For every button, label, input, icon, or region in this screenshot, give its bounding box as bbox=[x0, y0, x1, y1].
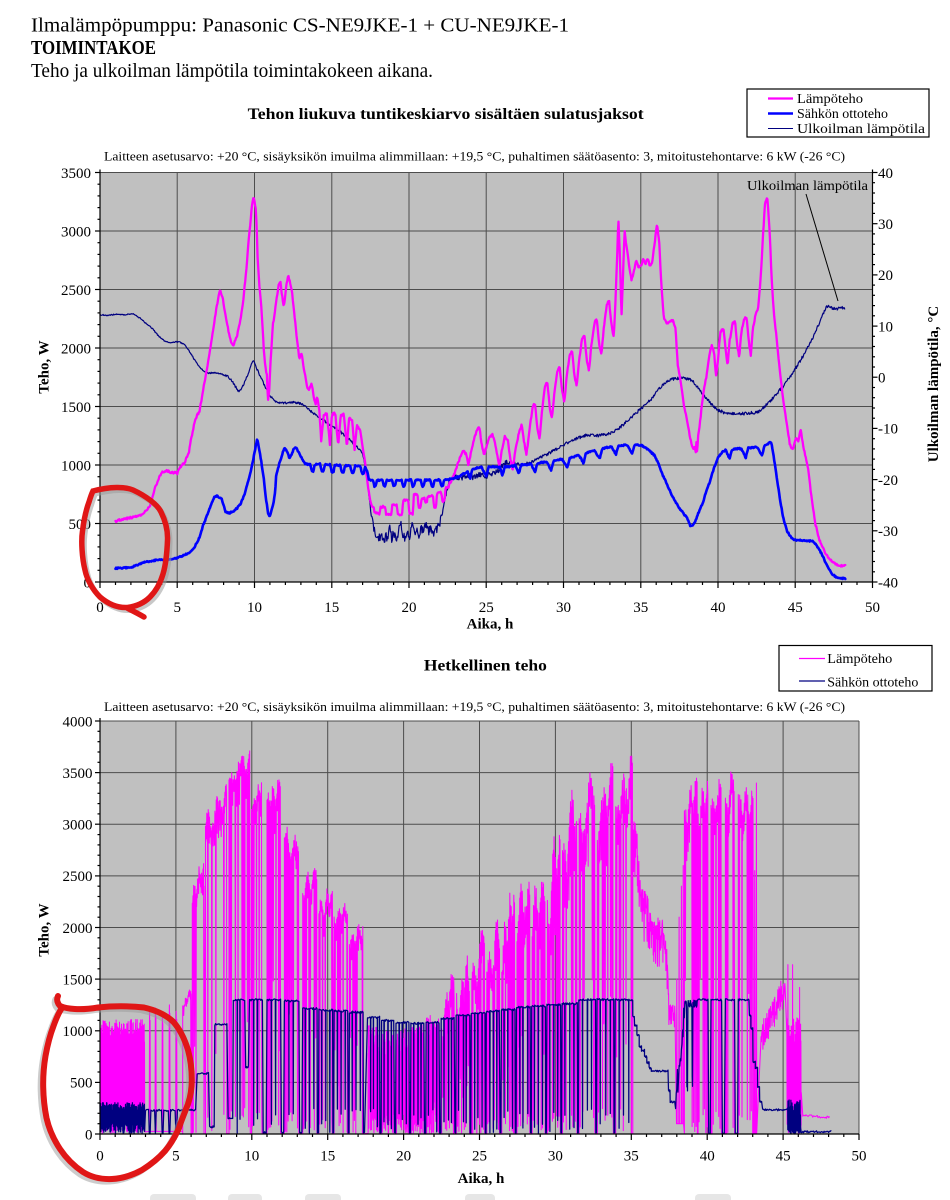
svg-text:Tehon liukuva tuntikeskiarvo s: Tehon liukuva tuntikeskiarvo sisältäen s… bbox=[248, 106, 645, 123]
svg-text:25: 25 bbox=[479, 600, 494, 616]
svg-text:35: 35 bbox=[633, 600, 648, 616]
svg-text:40: 40 bbox=[878, 166, 893, 182]
svg-text:TOIMINTAKOE: TOIMINTAKOE bbox=[31, 37, 156, 59]
svg-text:2000: 2000 bbox=[61, 341, 91, 357]
svg-text:0: 0 bbox=[96, 1149, 104, 1165]
svg-text:20: 20 bbox=[878, 268, 893, 284]
svg-text:10: 10 bbox=[247, 600, 262, 616]
svg-text:Laitteen asetusarvo: +20 °C, s: Laitteen asetusarvo: +20 °C, sisäyksikön… bbox=[104, 700, 845, 714]
svg-text:3000: 3000 bbox=[63, 818, 93, 834]
svg-text:1500: 1500 bbox=[63, 972, 93, 988]
svg-text:30: 30 bbox=[548, 1149, 563, 1165]
svg-text:3000: 3000 bbox=[61, 224, 91, 240]
svg-text:-20: -20 bbox=[878, 473, 898, 489]
svg-text:-30: -30 bbox=[878, 524, 898, 540]
svg-text:35: 35 bbox=[624, 1149, 639, 1165]
svg-text:500: 500 bbox=[70, 1076, 93, 1092]
svg-text:Aika, h: Aika, h bbox=[458, 1171, 505, 1187]
svg-text:1000: 1000 bbox=[63, 1024, 93, 1040]
svg-text:0: 0 bbox=[878, 371, 886, 387]
svg-text:45: 45 bbox=[788, 600, 803, 616]
svg-text:1500: 1500 bbox=[61, 400, 91, 416]
svg-text:40: 40 bbox=[700, 1149, 715, 1165]
svg-text:45: 45 bbox=[776, 1149, 791, 1165]
svg-text:-40: -40 bbox=[878, 575, 898, 591]
svg-text:Teho, W: Teho, W bbox=[37, 340, 53, 393]
svg-text:Ilmalämpöpumppu: Panasonic CS-: Ilmalämpöpumppu: Panasonic CS-NE9JKE-1 +… bbox=[31, 15, 569, 37]
svg-text:2500: 2500 bbox=[61, 283, 91, 299]
svg-text:15: 15 bbox=[324, 600, 339, 616]
svg-text:15: 15 bbox=[320, 1149, 335, 1165]
svg-text:Lämpöteho: Lämpöteho bbox=[797, 91, 863, 106]
svg-text:40: 40 bbox=[711, 600, 726, 616]
svg-text:Sähkön ottoteho: Sähkön ottoteho bbox=[827, 674, 918, 689]
svg-text:Lämpöteho: Lämpöteho bbox=[827, 651, 892, 666]
svg-text:5: 5 bbox=[174, 600, 182, 616]
svg-text:Hetkellinen teho: Hetkellinen teho bbox=[424, 658, 547, 675]
svg-text:0: 0 bbox=[96, 600, 104, 616]
svg-text:1000: 1000 bbox=[61, 458, 91, 474]
svg-text:Ulkoilman lämpötila: Ulkoilman lämpötila bbox=[747, 178, 868, 193]
svg-text:Aika, h: Aika, h bbox=[467, 617, 514, 633]
svg-text:20: 20 bbox=[396, 1149, 411, 1165]
svg-text:2500: 2500 bbox=[63, 869, 93, 885]
svg-text:Ulkoilman lämpötila: Ulkoilman lämpötila bbox=[797, 121, 925, 136]
svg-text:Teho ja ulkoilman lämpötila to: Teho ja ulkoilman lämpötila toimintakoke… bbox=[31, 60, 433, 82]
svg-text:0: 0 bbox=[85, 1127, 93, 1143]
svg-text:Teho, W: Teho, W bbox=[37, 903, 53, 956]
svg-text:2000: 2000 bbox=[63, 921, 93, 937]
svg-text:Sähkön ottoteho: Sähkön ottoteho bbox=[797, 106, 888, 121]
svg-text:10: 10 bbox=[244, 1149, 259, 1165]
svg-text:-10: -10 bbox=[878, 422, 898, 438]
svg-text:4000: 4000 bbox=[63, 714, 93, 730]
svg-text:3500: 3500 bbox=[61, 166, 91, 182]
svg-text:50: 50 bbox=[865, 600, 880, 616]
svg-text:30: 30 bbox=[878, 217, 893, 233]
svg-text:Laitteen asetusarvo: +20 °C, s: Laitteen asetusarvo: +20 °C, sisäyksikön… bbox=[104, 150, 845, 164]
svg-text:20: 20 bbox=[402, 600, 417, 616]
svg-text:10: 10 bbox=[878, 319, 893, 335]
svg-text:3500: 3500 bbox=[63, 766, 93, 782]
svg-text:Ulkoilman lämpötila, °C: Ulkoilman lämpötila, °C bbox=[926, 306, 942, 462]
svg-text:5: 5 bbox=[172, 1149, 180, 1165]
svg-text:25: 25 bbox=[472, 1149, 487, 1165]
svg-text:50: 50 bbox=[852, 1149, 867, 1165]
svg-text:30: 30 bbox=[556, 600, 571, 616]
